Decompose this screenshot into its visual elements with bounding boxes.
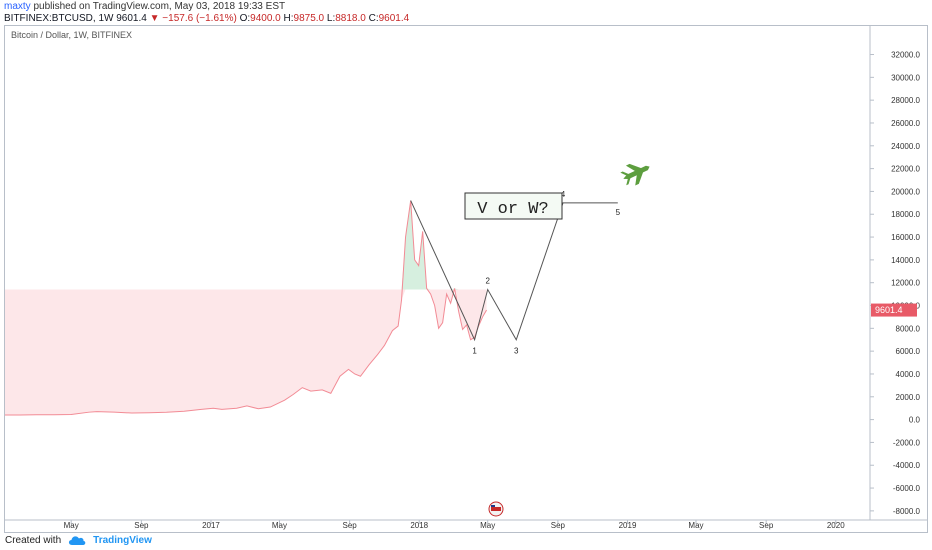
wave-label-2: 2	[485, 277, 490, 286]
x-tick-label: Sep	[551, 521, 566, 530]
y-tick-label: 28000.0	[891, 96, 920, 105]
low-label: L:	[326, 13, 336, 24]
y-tick-label: 0.0	[909, 416, 921, 425]
open-value: 9400.0	[250, 13, 281, 24]
y-tick-label: -4000.0	[893, 461, 921, 470]
y-tick-label: 2000.0	[896, 393, 921, 402]
y-tick-label: -2000.0	[893, 438, 921, 447]
y-tick-label: 32000.0	[891, 51, 920, 60]
high-value: 9875.0	[293, 13, 325, 24]
x-tick-label: 2020	[827, 521, 845, 530]
close-value: 9601.4	[378, 13, 410, 24]
chart-title: Bitcoin / Dollar, 1W, BITFINEX	[11, 30, 132, 40]
y-tick-label: 26000.0	[891, 119, 920, 128]
wave-projection-line	[410, 200, 618, 342]
published-text: published on TradingView.com, May 03, 20…	[33, 1, 286, 12]
wave-label-5: 5	[616, 208, 621, 217]
low-value: 8818.0	[335, 13, 366, 24]
area-fill-below-baseline	[5, 289, 487, 416]
x-tick-label: 2017	[202, 521, 220, 530]
price-change: −157.6 (−1.61%)	[162, 13, 237, 24]
y-tick-label: -8000.0	[893, 507, 921, 516]
y-tick-label: 6000.0	[896, 347, 921, 356]
ohlc-line: BITFINEX:BTCUSD, 1W 9601.4 ▼ −157.6 (−1.…	[4, 13, 409, 24]
y-tick-label: 12000.0	[891, 279, 920, 288]
wave-label-4: 4	[561, 190, 566, 199]
area-fill-above-baseline	[5, 200, 487, 290]
last-price: 9601.4	[116, 13, 147, 24]
y-tick-label: 24000.0	[891, 142, 920, 151]
annotation-box[interactable]: V or W?	[464, 192, 563, 220]
tradingview-brand[interactable]: TradingView	[93, 534, 152, 546]
x-tick-label: Sep	[134, 521, 149, 530]
close-label: C:	[368, 13, 379, 24]
y-tick-label: 18000.0	[891, 210, 920, 219]
chart-frame	[4, 25, 928, 533]
y-tick-label: 16000.0	[891, 233, 920, 242]
x-tick-label: Sep	[759, 521, 774, 530]
airplane-icon	[620, 163, 650, 186]
event-flag-icon[interactable]	[488, 501, 504, 517]
open-label: O:	[239, 13, 251, 24]
x-tick-label: 2019	[619, 521, 637, 530]
y-tick-label: 4000.0	[896, 370, 921, 379]
x-tick-label: May	[64, 521, 79, 530]
x-tick-label: Sep	[343, 521, 358, 530]
y-tick-label: 30000.0	[891, 73, 920, 82]
publisher-name[interactable]: maxty	[4, 1, 31, 12]
y-tick-label: 20000.0	[891, 187, 920, 196]
wave-label-1: 1	[472, 347, 477, 356]
symbol: BITFINEX:BTCUSD, 1W	[4, 13, 114, 24]
x-tick-label: May	[688, 521, 703, 530]
last-price-tag: 9601.4	[871, 303, 917, 317]
created-with-text: Created with	[5, 534, 62, 546]
x-tick-label: 2018	[410, 521, 428, 530]
y-tick-label: -6000.0	[893, 484, 921, 493]
footer: Created with TradingView	[5, 534, 152, 546]
annotation-text: V or W?	[477, 200, 548, 219]
y-tick-label: 22000.0	[891, 165, 920, 174]
down-arrow-icon: ▼	[149, 13, 160, 24]
price-line	[5, 200, 488, 416]
y-tick-label: 8000.0	[896, 324, 921, 333]
x-tick-label: May	[480, 521, 495, 530]
y-tick-label: 14000.0	[891, 256, 920, 265]
publish-line: maxty published on TradingView.com, May …	[4, 1, 285, 12]
wave-label-3: 3	[514, 347, 519, 356]
tradingview-cloud-icon	[69, 536, 86, 545]
last-price-tag-text: 9601.4	[875, 305, 903, 315]
x-tick-label: May	[272, 521, 287, 530]
high-label: H:	[283, 13, 294, 24]
